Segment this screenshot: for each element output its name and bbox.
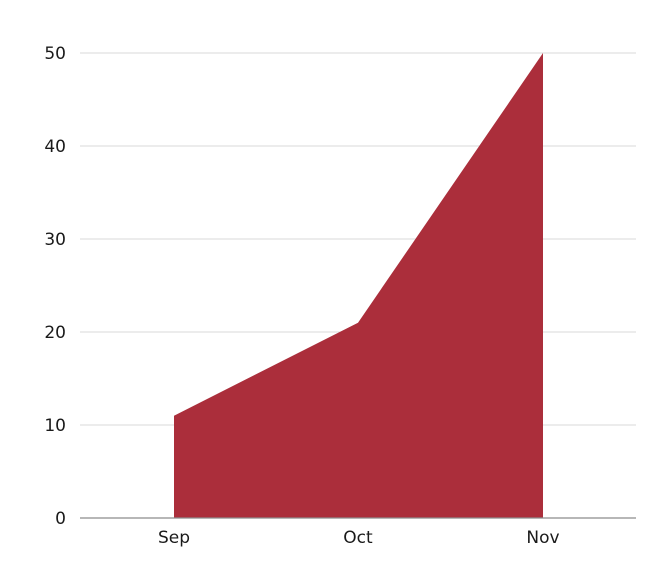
x-tick-label-sep: Sep: [158, 528, 190, 548]
x-tick-label-oct: Oct: [343, 528, 373, 548]
y-tick-label-10: 10: [44, 416, 66, 436]
y-tick-label-30: 30: [44, 230, 66, 250]
y-tick-label-50: 50: [44, 44, 66, 64]
area-fill: [174, 53, 543, 518]
y-tick-label-20: 20: [44, 323, 66, 343]
x-axis-tick-labels: Sep Oct Nov: [158, 528, 560, 548]
y-tick-label-40: 40: [44, 137, 66, 157]
area-series: [174, 53, 543, 518]
gridlines: [80, 52, 636, 426]
y-axis-tick-labels: 0 10 20 30 40 50: [44, 44, 66, 529]
y-tick-label-0: 0: [55, 509, 66, 529]
x-tick-label-nov: Nov: [526, 528, 559, 548]
